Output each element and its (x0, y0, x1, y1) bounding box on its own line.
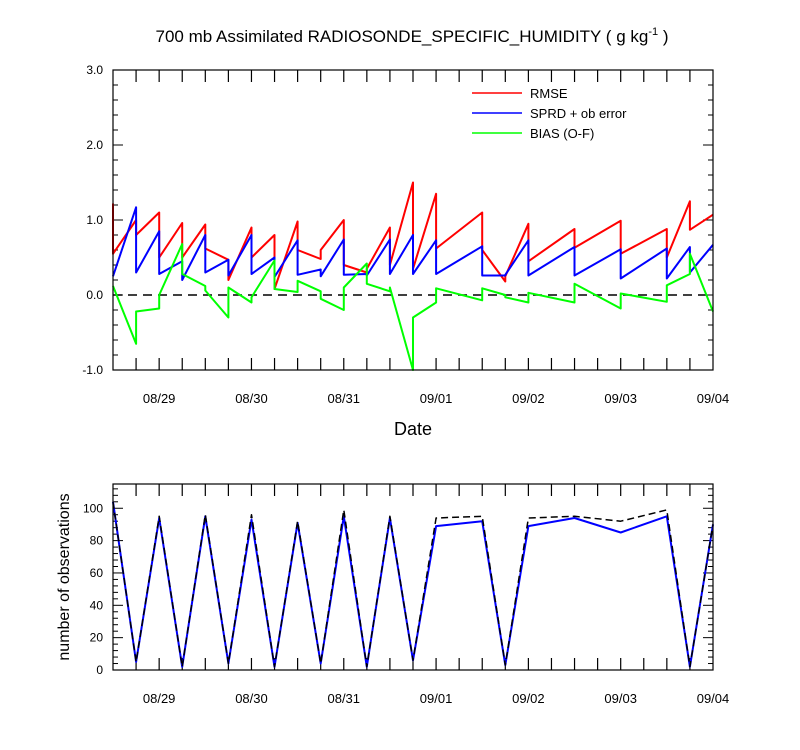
top-axis-ticks (113, 69, 713, 371)
top-y-tick-label: 3.0 (86, 63, 103, 77)
chart-title: 700 mb Assimilated RADIOSONDE_SPECIFIC_H… (156, 26, 669, 46)
top-y-tick-label: -1.0 (82, 363, 103, 377)
top-panel: -1.0 0.0 1.0 2.0 3.0 08/29 08/30 08/31 09/01 09/… (82, 63, 729, 439)
top-x-tick-label: 09/04 (697, 391, 730, 406)
legend: RMSE SPRD + ob error BIAS (O-F) (472, 86, 627, 141)
legend-label-bias: BIAS (O-F) (530, 126, 594, 141)
bottom-series-assimilated (112, 501, 714, 668)
top-x-tick-label: 08/31 (327, 391, 360, 406)
bottom-x-tick-label: 09/02 (512, 691, 545, 706)
top-x-tick-label: 08/30 (235, 391, 268, 406)
bottom-panel: 0 20 40 60 80 100 08/29 08/30 08/31 09/01 09/02 09… (56, 483, 729, 706)
legend-label-sprd: SPRD + ob error (530, 106, 627, 121)
top-y-tick-label: 1.0 (86, 213, 103, 227)
bottom-y-tick-label: 20 (90, 631, 104, 645)
top-x-tick-label: 09/02 (512, 391, 545, 406)
top-x-tick-label: 09/03 (604, 391, 637, 406)
top-y-tick-label: 0.0 (86, 288, 103, 302)
bottom-x-tick-label: 09/03 (604, 691, 637, 706)
bottom-x-tick-label: 08/31 (327, 691, 360, 706)
bottom-y-tick-label: 60 (90, 566, 104, 580)
top-x-tick-labels: 08/29 08/30 08/31 09/01 09/02 09/03 09/04 (143, 391, 729, 406)
bottom-series (112, 501, 714, 668)
bottom-y-tick-label: 40 (90, 598, 104, 612)
bottom-axis-ticks (113, 484, 713, 671)
top-x-tick-label: 09/01 (420, 391, 453, 406)
legend-label-rmse: RMSE (530, 86, 568, 101)
top-series (112, 181, 714, 371)
top-plot-frame (112, 69, 714, 371)
top-x-tick-label: 08/29 (143, 391, 176, 406)
top-series-bias-o-f (112, 243, 714, 371)
bottom-y-tick-label: 0 (96, 663, 103, 677)
top-y-tick-label: 2.0 (86, 138, 103, 152)
bottom-y-tick-label: 80 (90, 534, 104, 548)
bottom-x-tick-labels: 08/29 08/30 08/31 09/01 09/02 09/03 09/04 (143, 691, 729, 706)
bottom-y-tick-labels: 0 20 40 60 80 100 (83, 501, 103, 677)
bottom-x-tick-label: 08/29 (143, 691, 176, 706)
bottom-x-tick-label: 09/04 (697, 691, 730, 706)
top-y-tick-labels: -1.0 0.0 1.0 2.0 3.0 (82, 63, 103, 377)
bottom-series-possible (112, 501, 714, 668)
bottom-plot-frame (112, 483, 714, 671)
x-axis-label: Date (394, 419, 432, 439)
bottom-x-tick-label: 08/30 (235, 691, 268, 706)
bottom-x-tick-label: 09/01 (420, 691, 453, 706)
bottom-y-tick-label: 100 (83, 501, 103, 515)
y-axis-label-observations: number of observations (56, 493, 73, 660)
